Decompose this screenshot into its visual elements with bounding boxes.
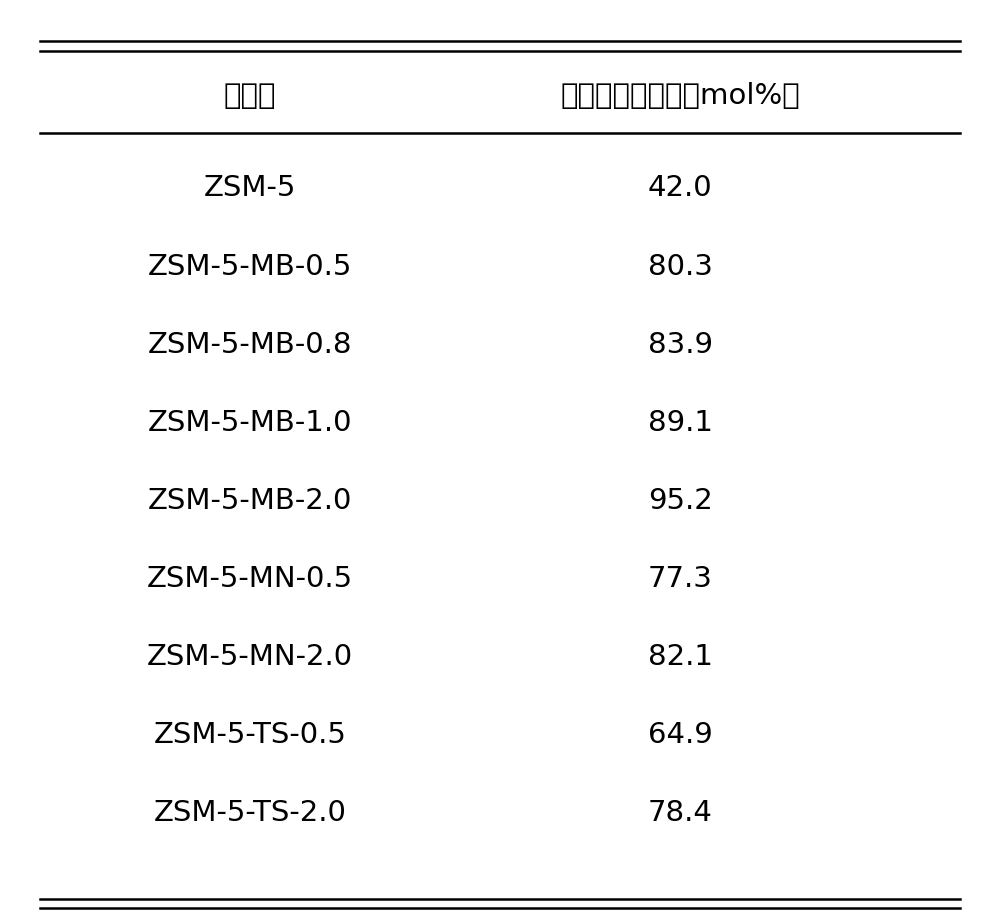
Text: 催化剂: 催化剂 (224, 83, 276, 110)
Text: 89.1: 89.1 (648, 409, 712, 437)
Text: ZSM-5-MB-0.5: ZSM-5-MB-0.5 (148, 253, 352, 280)
Text: ZSM-5-MB-2.0: ZSM-5-MB-2.0 (148, 487, 352, 515)
Text: 80.3: 80.3 (648, 253, 712, 280)
Text: ZSM-5-MN-2.0: ZSM-5-MN-2.0 (147, 643, 353, 671)
Text: ZSM-5-MN-0.5: ZSM-5-MN-0.5 (147, 565, 353, 593)
Text: 77.3: 77.3 (648, 565, 712, 593)
Text: 42.0: 42.0 (648, 175, 712, 202)
Text: 95.2: 95.2 (648, 487, 712, 515)
Text: ZSM-5-MB-0.8: ZSM-5-MB-0.8 (148, 331, 352, 358)
Text: ZSM-5-TS-2.0: ZSM-5-TS-2.0 (154, 800, 346, 827)
Text: 83.9: 83.9 (648, 331, 712, 358)
Text: 78.4: 78.4 (648, 800, 712, 827)
Text: 对二乙苯选择性（mol%）: 对二乙苯选择性（mol%） (560, 83, 800, 110)
Text: ZSM-5-TS-0.5: ZSM-5-TS-0.5 (154, 721, 346, 749)
Text: ZSM-5-MB-1.0: ZSM-5-MB-1.0 (148, 409, 352, 437)
Text: ZSM-5: ZSM-5 (204, 175, 296, 202)
Text: 82.1: 82.1 (648, 643, 712, 671)
Text: 64.9: 64.9 (648, 721, 712, 749)
